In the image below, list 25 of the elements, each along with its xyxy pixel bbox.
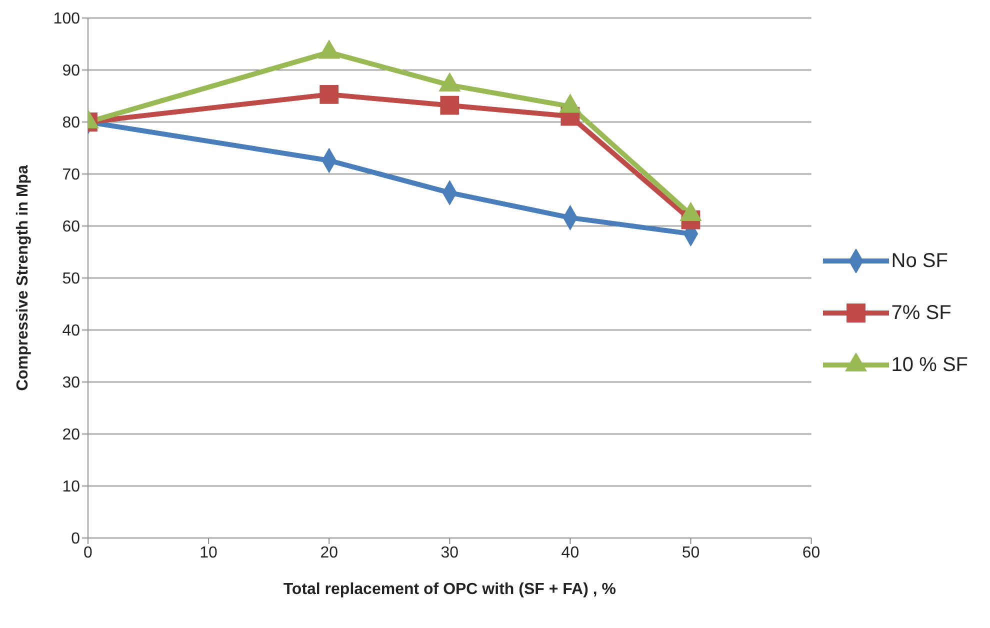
legend-label: 10 % SF bbox=[891, 354, 968, 376]
y-tick-label: 20 bbox=[62, 426, 80, 444]
legend-label: No SF bbox=[891, 250, 948, 272]
y-tick-label: 90 bbox=[62, 62, 80, 80]
y-tick-label: 80 bbox=[62, 114, 80, 132]
point bbox=[320, 84, 339, 104]
point bbox=[440, 96, 460, 115]
y-tick-label: 30 bbox=[62, 374, 80, 392]
y-axis-title: Compressive Strength in Mpa bbox=[14, 164, 32, 391]
y-tick-label: 100 bbox=[53, 10, 80, 28]
x-tick-label: 50 bbox=[682, 544, 700, 562]
x-tick-label: 60 bbox=[802, 544, 820, 562]
x-tick-label: 30 bbox=[440, 544, 459, 562]
y-tick-label: 70 bbox=[62, 166, 80, 184]
x-tick-label: 20 bbox=[320, 544, 338, 562]
y-tick-label: 0 bbox=[71, 530, 80, 548]
y-tick-label: 60 bbox=[62, 218, 80, 236]
x-tick-label: 0 bbox=[84, 544, 93, 562]
y-tick-label: 10 bbox=[62, 478, 80, 496]
x-axis-title: Total replacement of OPC with (SF + FA) , % bbox=[283, 581, 616, 598]
x-tick-label: 40 bbox=[561, 544, 580, 562]
x-tick-label: 10 bbox=[200, 544, 218, 562]
y-tick-label: 40 bbox=[62, 322, 80, 340]
legend-label: 7% SF bbox=[891, 302, 952, 324]
y-tick-label: 50 bbox=[62, 270, 80, 288]
